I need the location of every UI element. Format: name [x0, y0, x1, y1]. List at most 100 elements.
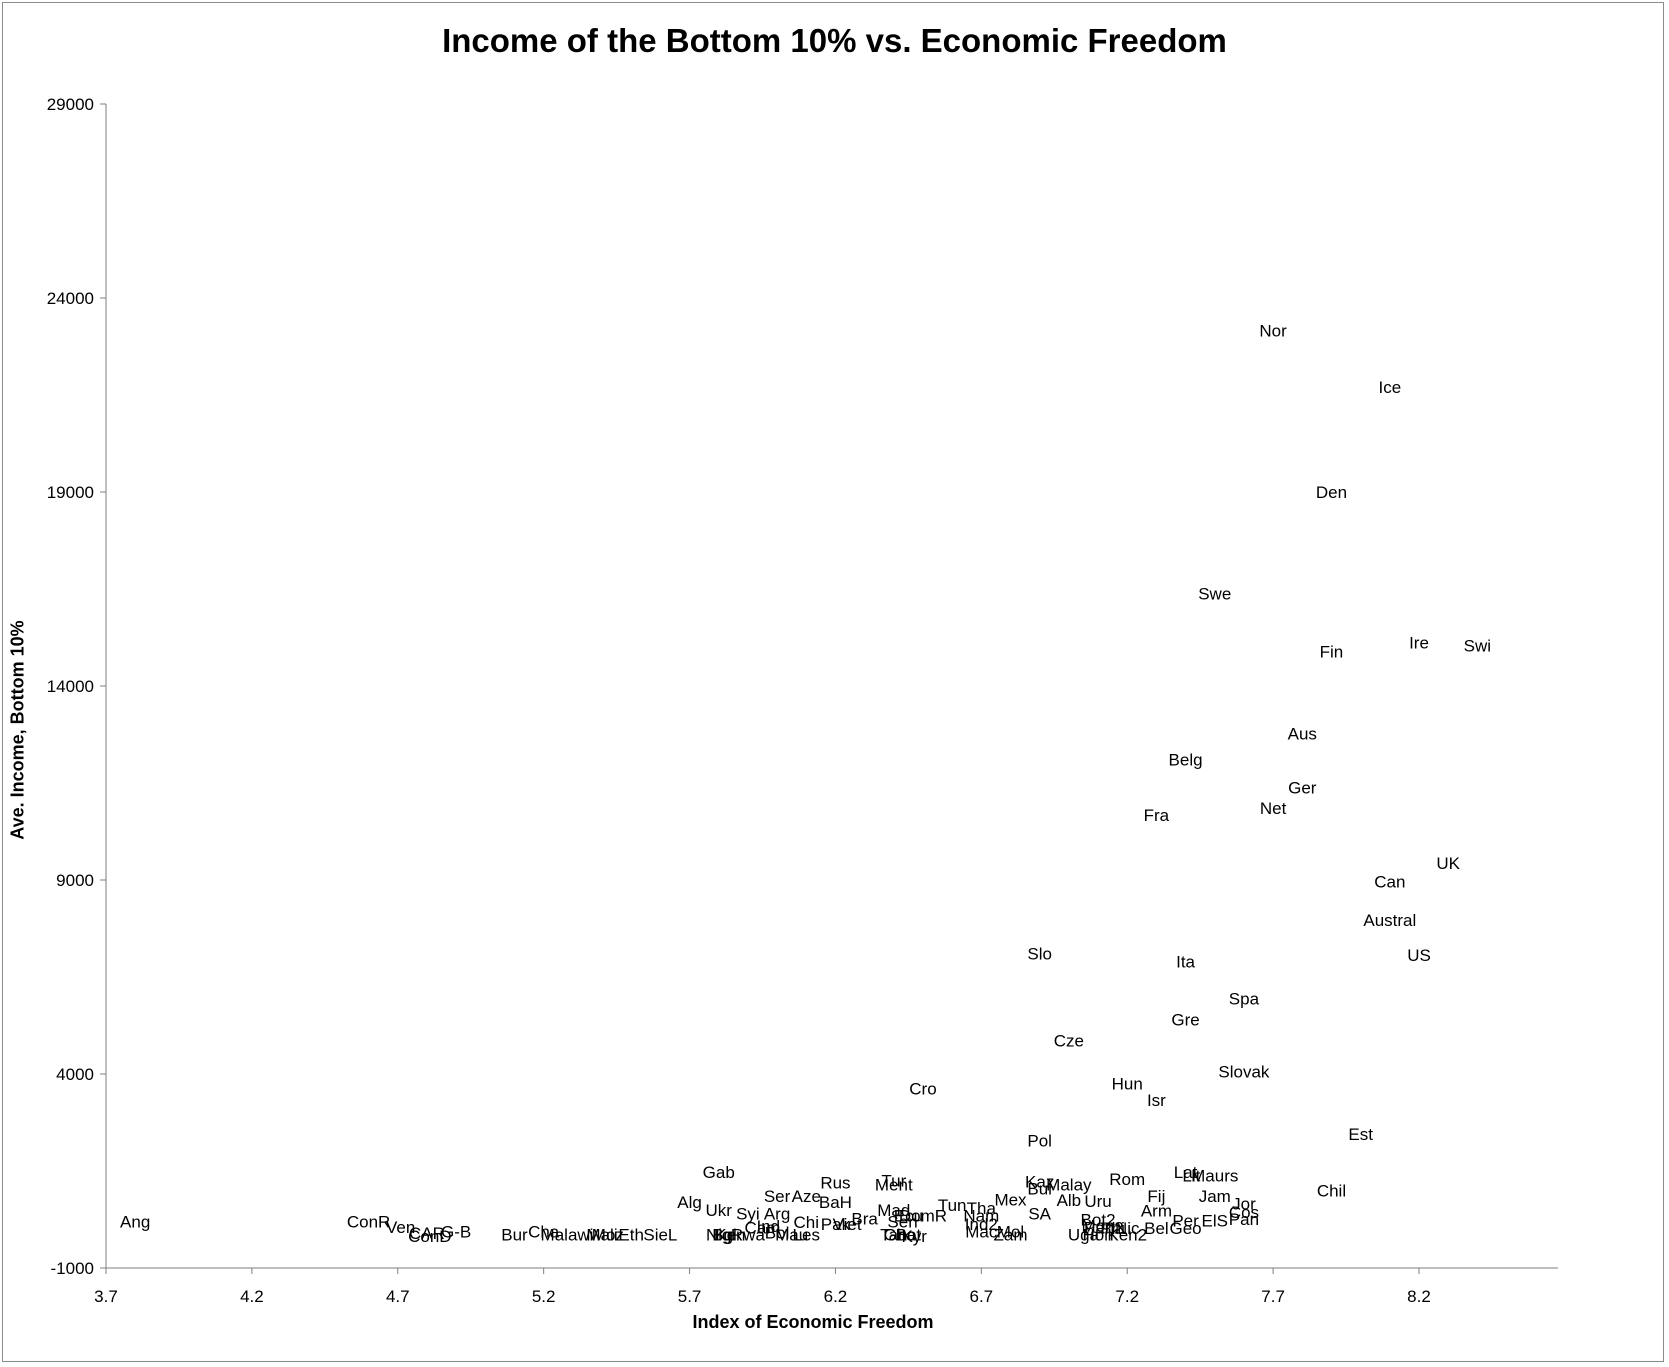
point-label: Uga	[1068, 1226, 1100, 1245]
point-label: Ser	[764, 1187, 791, 1206]
y-tick-label: 29000	[47, 95, 94, 114]
point-label: Malawi	[541, 1226, 594, 1245]
x-axis-title: Index of Economic Freedom	[692, 1312, 934, 1332]
point-label: Phi	[1100, 1219, 1125, 1238]
point-label: Pol	[1027, 1132, 1052, 1151]
point-label: Pan	[1229, 1210, 1259, 1229]
point-label: Ang	[120, 1212, 150, 1231]
point-label: Moz	[592, 1226, 624, 1245]
point-label: Nic	[1115, 1219, 1140, 1238]
point-label: Ice	[1378, 378, 1401, 397]
point-label: Tha	[967, 1199, 997, 1218]
point-label: Kyr	[901, 1227, 927, 1246]
point-label: Malay	[1046, 1176, 1092, 1195]
point-label: Ukr	[706, 1201, 733, 1220]
x-tick-label: 8.2	[1407, 1287, 1431, 1306]
point-label: Arg	[764, 1205, 790, 1224]
point-label: Syi	[736, 1205, 760, 1224]
point-label: Bul	[1027, 1179, 1052, 1198]
point-label: Can	[1374, 873, 1405, 892]
point-label: Bur	[501, 1226, 528, 1245]
point-label: Eth	[618, 1226, 644, 1245]
point-label: Cos	[1229, 1203, 1259, 1222]
point-label: Den	[1316, 483, 1347, 502]
point-label: Fra	[1144, 806, 1170, 825]
y-tick-label: 4000	[56, 1065, 94, 1084]
point-label: Aus	[1288, 725, 1317, 744]
point-label: Aze	[792, 1187, 821, 1206]
x-tick-label: 3.7	[94, 1287, 118, 1306]
point-label: Pan2	[1084, 1219, 1124, 1238]
point-label: Per	[1172, 1211, 1199, 1230]
point-label: Chil	[1317, 1181, 1346, 1200]
x-tick-label: 4.7	[386, 1287, 410, 1306]
point-label: Alg	[677, 1193, 702, 1212]
point-label: Slo	[1027, 945, 1052, 964]
point-label: Ire	[1409, 634, 1429, 653]
point-label: Net	[1260, 799, 1287, 818]
point-label: ConR	[347, 1212, 390, 1231]
point-label: Tan	[880, 1226, 907, 1245]
point-label: Zam	[994, 1226, 1028, 1245]
point-label: Gab	[703, 1163, 735, 1182]
point-label: Chi	[794, 1213, 820, 1232]
x-tick-label: 4.2	[240, 1287, 264, 1306]
point-label: Belg	[1169, 751, 1203, 770]
point-label: Swi	[1464, 637, 1491, 656]
point-label: Ken2	[1107, 1226, 1147, 1245]
point-label: ConD	[408, 1227, 451, 1246]
point-label: Ind	[757, 1217, 781, 1236]
point-label: Cam	[745, 1218, 781, 1237]
point-label: Ger	[1288, 779, 1317, 798]
point-label: Bol	[765, 1223, 790, 1242]
point-label: Bot2	[1081, 1211, 1116, 1230]
x-tick-label: 6.2	[824, 1287, 848, 1306]
point-label: Gre	[1171, 1010, 1199, 1029]
point-label: Bel	[1144, 1219, 1169, 1238]
point-label: Bot	[896, 1226, 922, 1245]
axes: -1000 4000 9000 14000 19000 24000 29000 3.7 4.2 4…	[47, 95, 1558, 1306]
point-label: Geo	[1170, 1219, 1202, 1238]
point-label: BaH	[819, 1193, 852, 1212]
point-label: Maurs	[1191, 1167, 1238, 1186]
point-label: Lit	[1182, 1167, 1200, 1186]
x-tick-label: 6.7	[970, 1287, 994, 1306]
point-label: Uru	[1084, 1192, 1111, 1211]
point-label: Rwa	[731, 1226, 766, 1245]
point-label: Ment	[875, 1176, 913, 1195]
point-label: Pak	[821, 1215, 851, 1234]
point-label: Rus	[820, 1174, 850, 1193]
point-label: Cha	[528, 1223, 560, 1242]
point-label: CAR	[409, 1224, 445, 1243]
point-label: Cze	[1054, 1032, 1084, 1051]
point-label: Swe	[1198, 585, 1231, 604]
point-label: Hun	[1112, 1074, 1143, 1093]
point-label: Fin	[1320, 642, 1344, 661]
point-label: Slovak	[1218, 1062, 1270, 1081]
point-label: Cro	[909, 1079, 936, 1098]
point-label: Mol	[997, 1223, 1024, 1242]
point-label: Mali	[586, 1226, 617, 1245]
point-label: Fij	[1147, 1187, 1165, 1206]
point-label: Ven	[386, 1218, 415, 1237]
point-label: UK	[1436, 854, 1460, 873]
point-label: Bgl	[712, 1226, 737, 1245]
point-label: Austral	[1363, 911, 1416, 930]
point-label: Nor	[1259, 322, 1287, 341]
point-label: Est	[1348, 1125, 1373, 1144]
point-label: Kaz	[1025, 1172, 1054, 1191]
point-label: SieL	[643, 1226, 677, 1245]
y-tick-label: 9000	[56, 871, 94, 890]
point-label: Mon	[1082, 1216, 1115, 1235]
point-label: Ind2	[965, 1215, 998, 1234]
point-label: DomR	[899, 1207, 947, 1226]
y-tick-label: 14000	[47, 677, 94, 696]
point-label: G-B	[441, 1223, 471, 1242]
point-label: Tun	[938, 1196, 967, 1215]
point-label: Mac	[965, 1223, 998, 1242]
point-label: Gha	[884, 1226, 917, 1245]
point-label: Bra	[851, 1209, 878, 1228]
